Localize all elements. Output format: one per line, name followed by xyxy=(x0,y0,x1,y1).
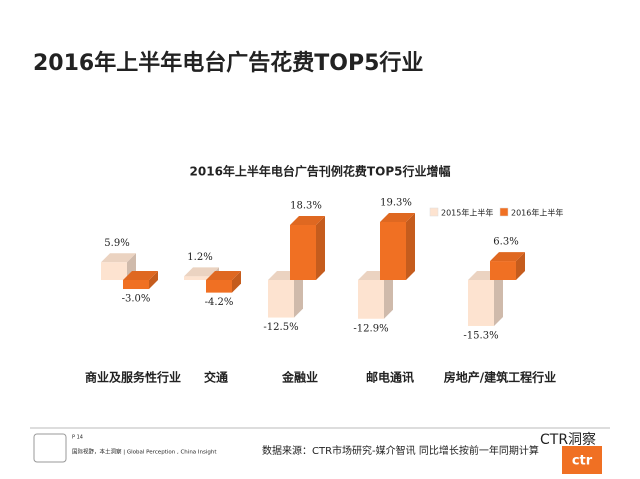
bar xyxy=(290,225,316,280)
slide-title: 2016年上半年电台广告花费TOP5行业 xyxy=(33,50,423,76)
bar-side xyxy=(149,271,158,290)
value-label: -4.2% xyxy=(205,297,234,308)
legend-label: 2016年上半年 xyxy=(511,208,563,218)
value-label: 19.3% xyxy=(380,198,412,209)
bar-side xyxy=(294,271,303,318)
bar-side xyxy=(516,252,525,280)
legend-swatch xyxy=(499,207,509,217)
bar-side xyxy=(384,271,393,319)
bar-top xyxy=(206,271,241,280)
bar-side xyxy=(406,213,415,280)
bar-top xyxy=(184,267,219,277)
value-label: 18.3% xyxy=(290,201,322,212)
bar xyxy=(380,222,406,280)
value-label: 5.9% xyxy=(104,238,129,249)
x-tick-label: 商业及服务性行业 xyxy=(85,370,181,385)
bar xyxy=(101,262,127,280)
bar-side xyxy=(316,216,325,280)
bar-side xyxy=(232,271,241,293)
slogan: 国际视野，本土洞察 | Global Perception , China In… xyxy=(72,448,217,456)
value-label: -12.5% xyxy=(263,322,298,333)
bar-side xyxy=(127,253,136,280)
bar xyxy=(184,276,210,280)
value-label: -15.3% xyxy=(463,330,498,341)
source-note: 数据来源：CTR市场研究-媒介智讯 同比增长按前一年同期计算 xyxy=(262,444,539,457)
value-label: 1.2% xyxy=(187,252,212,263)
bar xyxy=(206,280,232,293)
value-label: -12.9% xyxy=(353,323,388,334)
logo-box xyxy=(562,446,602,474)
watermark: CTR洞察 xyxy=(540,431,596,448)
bar-top xyxy=(123,271,158,280)
value-label: -3.0% xyxy=(122,294,151,305)
bar-top xyxy=(101,253,136,263)
bar-top xyxy=(380,213,415,222)
x-tick-label: 房地产/建筑工程行业 xyxy=(444,370,556,385)
x-tick-label: 邮电通讯 xyxy=(366,370,414,385)
footer-icon xyxy=(33,433,67,463)
bar-top xyxy=(290,216,325,226)
legend-swatch xyxy=(429,207,439,217)
bar xyxy=(490,261,516,280)
bar-top xyxy=(490,252,525,262)
page-number: P 14 xyxy=(72,435,83,441)
bar xyxy=(358,280,384,319)
legend-label: 2015年上半年 xyxy=(441,208,493,218)
x-tick-label: 金融业 xyxy=(281,370,318,385)
bar xyxy=(123,280,149,290)
value-label: 6.3% xyxy=(493,237,518,248)
logo: ctr xyxy=(572,454,593,469)
bar xyxy=(468,280,494,326)
bar xyxy=(268,280,294,318)
x-tick-label: 交通 xyxy=(204,370,228,385)
chart-title: 2016年上半年电台广告刊例花费TOP5行业增幅 xyxy=(190,164,451,179)
bar-side xyxy=(494,271,503,326)
